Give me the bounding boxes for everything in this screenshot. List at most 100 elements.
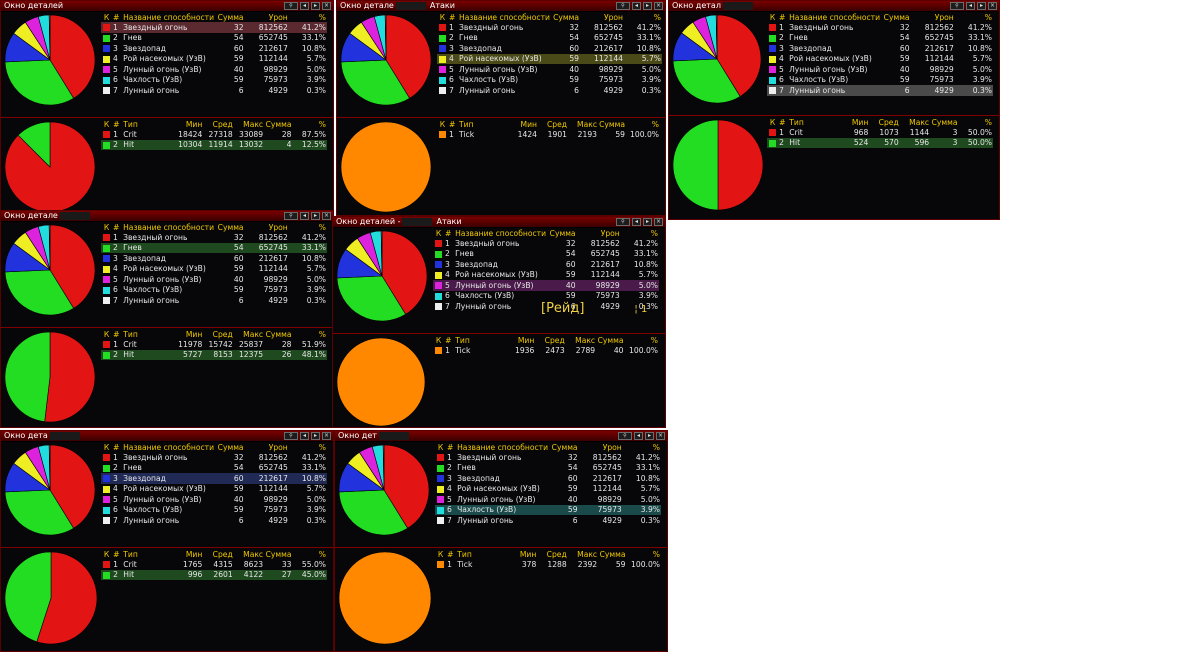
- ability-row[interactable]: 3 Звездопад 60 212617 10.8%: [101, 253, 327, 264]
- ability-row[interactable]: 5 Лунный огонь (УзВ) 40 98929 5.0%: [435, 494, 661, 505]
- ability-row[interactable]: 3 Звездопад 60 212617 10.8%: [767, 43, 993, 54]
- ability-row[interactable]: 6 Чахлость (УзВ) 59 75973 3.9%: [433, 291, 659, 302]
- ability-slice-7[interactable]: [48, 14, 51, 61]
- close-button[interactable]: ×: [654, 2, 663, 10]
- ability-slice-2[interactable]: [340, 59, 411, 106]
- ability-row[interactable]: 3 Звездопад 60 212617 10.8%: [435, 473, 661, 484]
- ability-row[interactable]: 2 Гнев 54 652745 33.1%: [767, 33, 993, 44]
- hit-type-row[interactable]: 2 Hit 5727 8153 12375 26 48.1%: [101, 349, 327, 360]
- next-button[interactable]: ▸: [643, 2, 652, 10]
- ability-slice-7[interactable]: [380, 230, 383, 277]
- ability-slice-2[interactable]: [4, 489, 75, 536]
- close-button[interactable]: ×: [322, 2, 331, 10]
- report-button[interactable]: ⚲: [284, 432, 298, 440]
- hit-type-row[interactable]: 1 Crit 11978 15742 25837 28 51.9%: [101, 339, 327, 350]
- ability-row[interactable]: 4 Рой насекомых (УзВ) 59 112144 5.7%: [767, 54, 993, 65]
- report-button[interactable]: ⚲: [284, 212, 298, 220]
- hit-slice-1[interactable]: [717, 119, 764, 211]
- title-bar[interactable]: Окно детале ⚲ ◂ ▸ ×: [1, 211, 333, 222]
- next-button[interactable]: ▸: [645, 432, 654, 440]
- hit-type-row[interactable]: 2 Hit 524 570 596 3 50.0%: [767, 137, 993, 148]
- ability-slice-1[interactable]: [716, 14, 762, 97]
- ability-slice-2[interactable]: [4, 269, 75, 316]
- next-button[interactable]: ▸: [311, 212, 320, 220]
- report-button[interactable]: ⚲: [618, 432, 632, 440]
- ability-row[interactable]: 1 Звездный огонь 32 812562 41.2%: [437, 22, 662, 33]
- ability-slice-7[interactable]: [715, 14, 718, 60]
- title-bar[interactable]: Окно детале Атаки ⚲ ◂ ▸ ×: [337, 1, 665, 12]
- close-button[interactable]: ×: [322, 432, 331, 440]
- next-button[interactable]: ▸: [311, 432, 320, 440]
- ability-row[interactable]: 4 Рой насекомых (УзВ) 59 112144 5.7%: [433, 270, 659, 281]
- title-bar[interactable]: Окно дет ⚲ ◂ ▸ ×: [335, 431, 667, 442]
- ability-row[interactable]: 1 Звездный огонь 32 812562 41.2%: [101, 232, 327, 243]
- ability-slice-7[interactable]: [48, 444, 51, 491]
- ability-row[interactable]: 1 Звездный огонь 32 812562 41.2%: [767, 22, 993, 33]
- ability-row[interactable]: 4 Рой насекомых (УзВ) 59 112144 5.7%: [435, 484, 661, 495]
- hit-slice-1[interactable]: [336, 337, 426, 427]
- prev-button[interactable]: ◂: [966, 2, 975, 10]
- close-button[interactable]: ×: [322, 212, 331, 220]
- title-bar[interactable]: Окно дета ⚲ ◂ ▸ ×: [1, 431, 333, 442]
- ability-row[interactable]: 2 Гнев 54 652745 33.1%: [101, 33, 327, 44]
- hit-slice-2[interactable]: [4, 331, 51, 423]
- ability-row[interactable]: 5 Лунный огонь (УзВ) 40 98929 5.0%: [101, 64, 327, 75]
- prev-button[interactable]: ◂: [300, 212, 309, 220]
- ability-slice-2[interactable]: [336, 275, 407, 322]
- ability-row[interactable]: 7 Лунный огонь 6 4929 0.3%: [435, 515, 661, 526]
- prev-button[interactable]: ◂: [300, 2, 309, 10]
- hit-type-row[interactable]: 2 Hit 996 2601 4122 27 45.0%: [101, 569, 327, 580]
- ability-row[interactable]: 3 Звездопад 60 212617 10.8%: [101, 43, 327, 54]
- title-bar[interactable]: Окно детал ⚲ ◂ ▸ ×: [669, 1, 999, 12]
- prev-button[interactable]: ◂: [632, 218, 641, 226]
- ability-row[interactable]: 4 Рой насекомых (УзВ) 59 112144 5.7%: [101, 54, 327, 65]
- hit-type-row[interactable]: 1 Tick 1936 2473 2789 40 100.0%: [433, 345, 659, 356]
- ability-slice-1[interactable]: [49, 224, 96, 309]
- report-button[interactable]: ⚲: [950, 2, 964, 10]
- ability-row[interactable]: 7 Лунный огонь 6 4929 0.3%: [101, 515, 327, 526]
- ability-row[interactable]: 6 Чахлость (УзВ) 59 75973 3.9%: [101, 505, 327, 516]
- ability-slice-7[interactable]: [48, 224, 51, 271]
- ability-row[interactable]: 1 Звездный огонь 32 812562 41.2%: [101, 452, 327, 463]
- ability-row[interactable]: 5 Лунный огонь (УзВ) 40 98929 5.0%: [101, 494, 327, 505]
- prev-button[interactable]: ◂: [632, 2, 641, 10]
- ability-slice-2[interactable]: [4, 59, 75, 106]
- next-button[interactable]: ▸: [643, 218, 652, 226]
- report-button[interactable]: ⚲: [616, 2, 630, 10]
- prev-button[interactable]: ◂: [300, 432, 309, 440]
- hit-type-row[interactable]: 1 Crit 1765 4315 8623 33 55.0%: [101, 559, 327, 570]
- close-button[interactable]: ×: [654, 218, 663, 226]
- ability-row[interactable]: 7 Лунный огонь 6 4929 0.3%: [101, 295, 327, 306]
- ability-row[interactable]: 2 Гнев 54 652745 33.1%: [437, 33, 662, 44]
- report-button[interactable]: ⚲: [284, 2, 298, 10]
- ability-row[interactable]: 6 Чахлость (УзВ) 59 75973 3.9%: [767, 75, 993, 86]
- hit-type-row[interactable]: 2 Hit 10304 11914 13032 4 12.5%: [101, 139, 327, 150]
- title-bar[interactable]: Окно деталей - Атаки ⚲ ◂ ▸ ×: [333, 217, 665, 228]
- ability-row[interactable]: 1 Звездный огонь 32 812562 41.2%: [435, 452, 661, 463]
- hit-slice-1[interactable]: [338, 551, 432, 645]
- next-button[interactable]: ▸: [311, 2, 320, 10]
- close-button[interactable]: ×: [656, 432, 665, 440]
- hit-type-row[interactable]: 1 Tick 378 1288 2392 59 100.0%: [435, 559, 661, 570]
- ability-row[interactable]: 5 Лунный огонь (УзВ) 40 98929 5.0%: [767, 64, 993, 75]
- hit-type-row[interactable]: 1 Tick 1424 1901 2193 59 100.0%: [437, 129, 660, 140]
- ability-slice-1[interactable]: [383, 444, 430, 529]
- ability-row[interactable]: 7 Лунный огонь 6 4929 0.3%: [433, 301, 659, 312]
- ability-row[interactable]: 6 Чахлость (УзВ) 59 75973 3.9%: [101, 75, 327, 86]
- ability-slice-7[interactable]: [384, 14, 387, 61]
- ability-row[interactable]: 5 Лунный огонь (УзВ) 40 98929 5.0%: [101, 274, 327, 285]
- ability-slice-1[interactable]: [385, 14, 432, 99]
- report-button[interactable]: ⚲: [616, 218, 630, 226]
- ability-row[interactable]: 6 Чахлость (УзВ) 59 75973 3.9%: [437, 75, 662, 86]
- next-button[interactable]: ▸: [977, 2, 986, 10]
- prev-button[interactable]: ◂: [634, 432, 643, 440]
- hit-slice-1[interactable]: [44, 331, 96, 423]
- ability-slice-2[interactable]: [672, 58, 741, 104]
- ability-row[interactable]: 7 Лунный огонь 6 4929 0.3%: [101, 85, 327, 96]
- ability-row[interactable]: 6 Чахлость (УзВ) 59 75973 3.9%: [101, 285, 327, 296]
- close-button[interactable]: ×: [988, 2, 997, 10]
